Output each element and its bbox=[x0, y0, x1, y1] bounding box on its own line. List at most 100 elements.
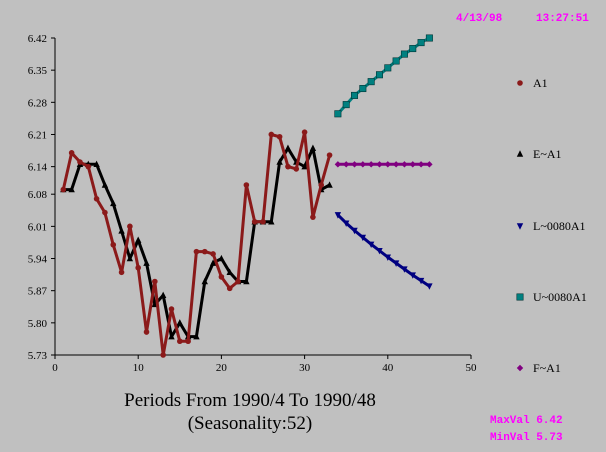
x-tick-label: 20 bbox=[216, 362, 228, 374]
data-point-e-a1 bbox=[284, 144, 292, 151]
legend-item-a1: A1 bbox=[517, 76, 548, 90]
data-point-a1 bbox=[226, 285, 233, 292]
data-point-f-a1 bbox=[401, 161, 408, 168]
data-point-f-a1 bbox=[392, 161, 400, 168]
data-point-a1 bbox=[185, 338, 191, 345]
y-tick-label: 5.73 bbox=[28, 350, 48, 362]
data-point-e-a1 bbox=[159, 291, 167, 298]
legend-label-u-0080a1: U~0080A1 bbox=[533, 290, 587, 304]
data-point-f-a1 bbox=[334, 161, 342, 168]
data-point-f-a1 bbox=[409, 161, 416, 168]
legend-item-l-0080a1: L~0080A1 bbox=[516, 219, 586, 233]
data-point-u-0080a1 bbox=[359, 85, 367, 93]
data-point-a1 bbox=[93, 195, 100, 202]
chart-axes: 5.73 5.80 5.87 5.94 6.01 6.08 6.14 6.21 6.28 6.35… bbox=[28, 33, 477, 374]
x-tick-label: 0 bbox=[52, 362, 58, 374]
data-point-a1 bbox=[110, 241, 117, 248]
data-point-e-a1 bbox=[126, 254, 134, 262]
legend-marker-a1 bbox=[517, 80, 523, 86]
data-point-e-a1 bbox=[193, 332, 200, 340]
data-point-a1 bbox=[102, 209, 108, 216]
data-point-a1 bbox=[318, 182, 325, 188]
data-point-a1 bbox=[127, 223, 133, 230]
data-point-e-a1 bbox=[326, 181, 333, 188]
data-point-e-a1 bbox=[276, 158, 283, 165]
data-point-f-a1 bbox=[351, 161, 358, 168]
header-time: 13:27:51 bbox=[536, 13, 589, 25]
data-point-a1 bbox=[235, 278, 241, 285]
data-point-e-a1 bbox=[309, 144, 317, 151]
data-point-a1 bbox=[201, 248, 208, 255]
x-tick-label: 30 bbox=[299, 362, 311, 374]
data-point-a1 bbox=[268, 131, 275, 138]
chart-caption-seasonality: (Seasonality:52) bbox=[187, 413, 313, 434]
data-point-f-a1 bbox=[359, 161, 367, 168]
data-point-e-a1 bbox=[218, 254, 225, 262]
series-l-0080a1 bbox=[334, 212, 433, 290]
legend-marker-u-0080a1 bbox=[516, 293, 524, 301]
y-tick-label: 5.87 bbox=[28, 286, 48, 298]
data-point-u-0080a1 bbox=[417, 39, 425, 47]
plot-area bbox=[60, 34, 433, 358]
data-point-a1 bbox=[285, 163, 291, 170]
data-point-e-a1 bbox=[168, 332, 175, 340]
data-point-u-0080a1 bbox=[351, 91, 359, 99]
data-point-u-0080a1 bbox=[334, 110, 342, 118]
data-point-l-0080a1 bbox=[401, 266, 408, 273]
y-tick-label: 5.94 bbox=[28, 254, 48, 266]
legend-label-e-a1: E~A1 bbox=[533, 147, 562, 161]
data-point-a1 bbox=[310, 214, 316, 220]
data-point-e-a1 bbox=[93, 160, 100, 168]
data-point-e-a1 bbox=[101, 181, 109, 188]
series-a1 bbox=[60, 129, 333, 358]
data-point-u-0080a1 bbox=[342, 101, 350, 109]
data-point-e-a1 bbox=[243, 277, 250, 285]
series-e-a1 bbox=[60, 144, 333, 340]
legend: A1 E~A1 L~0080A1 U~0080A1 F~A1 bbox=[516, 76, 587, 375]
data-point-f-a1 bbox=[417, 161, 425, 168]
legend-item-u-0080a1: U~0080A1 bbox=[516, 290, 587, 304]
legend-marker-e-a1 bbox=[516, 150, 524, 157]
data-point-e-a1 bbox=[143, 259, 150, 266]
data-point-f-a1 bbox=[367, 161, 375, 168]
data-point-a1 bbox=[276, 133, 283, 140]
data-point-l-0080a1 bbox=[359, 234, 367, 242]
legend-marker-l-0080a1 bbox=[516, 223, 524, 230]
data-point-a1 bbox=[293, 166, 300, 172]
y-tick-label: 6.01 bbox=[28, 221, 47, 233]
data-point-e-a1 bbox=[110, 199, 117, 207]
data-point-a1 bbox=[68, 150, 75, 156]
data-point-l-0080a1 bbox=[334, 212, 342, 219]
data-point-a1 bbox=[143, 329, 150, 335]
data-point-a1 bbox=[160, 352, 166, 358]
data-point-u-0080a1 bbox=[425, 34, 433, 42]
data-point-l-0080a1 bbox=[417, 277, 425, 285]
y-tick-label: 6.28 bbox=[28, 97, 48, 109]
data-point-f-a1 bbox=[426, 161, 433, 168]
data-point-e-a1 bbox=[118, 227, 125, 234]
x-tick-label: 50 bbox=[466, 362, 478, 374]
data-point-e-a1 bbox=[209, 259, 217, 266]
y-tick-label: 5.80 bbox=[28, 318, 48, 330]
data-point-l-0080a1 bbox=[351, 227, 358, 235]
data-point-u-0080a1 bbox=[409, 45, 417, 53]
y-tick-label: 6.35 bbox=[28, 65, 48, 77]
data-point-e-a1 bbox=[268, 218, 275, 225]
data-point-u-0080a1 bbox=[392, 57, 400, 65]
series-line-e-a1 bbox=[63, 146, 331, 339]
data-point-e-a1 bbox=[135, 236, 142, 243]
data-point-a1 bbox=[251, 218, 258, 225]
data-point-a1 bbox=[210, 251, 216, 257]
data-point-l-0080a1 bbox=[376, 248, 383, 255]
data-point-e-a1 bbox=[176, 319, 183, 326]
data-point-l-0080a1 bbox=[409, 272, 416, 279]
data-point-l-0080a1 bbox=[343, 220, 350, 227]
data-point-e-a1 bbox=[226, 268, 233, 276]
data-point-u-0080a1 bbox=[400, 50, 408, 58]
x-tick-label: 40 bbox=[382, 362, 394, 374]
data-point-e-a1 bbox=[301, 162, 308, 170]
series-u-0080a1 bbox=[334, 34, 433, 118]
data-point-l-0080a1 bbox=[426, 283, 433, 290]
legend-item-f-a1: F~A1 bbox=[516, 361, 561, 375]
